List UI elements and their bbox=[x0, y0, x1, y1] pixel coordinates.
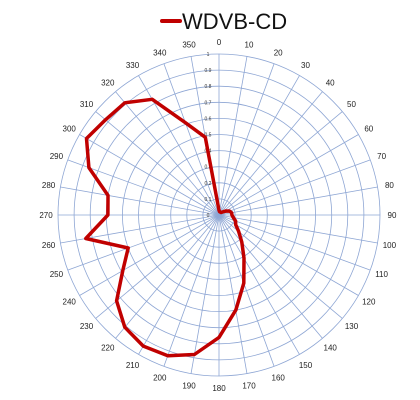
grid-spoke bbox=[218, 214, 300, 355]
angle-label: 340 bbox=[153, 48, 167, 57]
grid-spoke bbox=[115, 214, 220, 339]
angle-label: 110 bbox=[375, 270, 388, 279]
grid-spoke bbox=[115, 91, 220, 216]
series-line-wdvb-cd bbox=[84, 97, 246, 358]
angle-label: 260 bbox=[42, 241, 56, 250]
angle-label: 220 bbox=[101, 344, 115, 353]
ring-tick-label: 0.1 bbox=[205, 197, 212, 203]
angle-label: 130 bbox=[345, 322, 359, 331]
angle-label: 160 bbox=[272, 374, 286, 383]
grid-spoke bbox=[218, 56, 248, 216]
grid-spoke bbox=[95, 111, 220, 216]
angle-label: 280 bbox=[42, 181, 56, 190]
angle-label: 330 bbox=[126, 61, 140, 70]
series-layer bbox=[84, 97, 246, 358]
ring-tick-label: 0.3 bbox=[205, 165, 212, 171]
grid-spoke bbox=[79, 134, 220, 216]
angle-label: 290 bbox=[50, 152, 64, 161]
grid-spoke bbox=[218, 214, 371, 271]
grid-spoke bbox=[163, 214, 220, 367]
angle-label: 60 bbox=[364, 125, 373, 134]
ring-tick-label: 0 bbox=[207, 213, 210, 219]
angle-label: 230 bbox=[80, 322, 94, 331]
grid-spoke bbox=[218, 134, 359, 216]
angle-label: 190 bbox=[182, 381, 196, 390]
ring-tick-label: 0.5 bbox=[205, 133, 212, 139]
grid-spoke bbox=[79, 214, 220, 296]
angle-label: 0 bbox=[217, 38, 222, 47]
ring-tick-label: 0.7 bbox=[205, 100, 212, 106]
angle-label: 200 bbox=[153, 374, 167, 383]
grid-spoke bbox=[218, 214, 275, 367]
angle-label: 250 bbox=[50, 270, 64, 279]
angle-label: 270 bbox=[39, 211, 53, 220]
angle-label: 210 bbox=[126, 361, 140, 370]
angle-labels: 0 102030405060708090100110120130140150160… bbox=[39, 38, 397, 393]
angle-label: 240 bbox=[63, 298, 77, 307]
ring-tick-label: 1 bbox=[207, 52, 210, 58]
ring-tick-label: 0.8 bbox=[205, 84, 212, 90]
legend: WDVB-CD bbox=[160, 9, 287, 34]
grid-spoke bbox=[67, 214, 220, 271]
polar-grid bbox=[57, 53, 381, 377]
angle-label: 90 bbox=[388, 211, 397, 220]
grid-spoke bbox=[138, 214, 220, 355]
angle-label: 150 bbox=[299, 361, 313, 370]
grid-spoke bbox=[67, 159, 220, 216]
angle-label: 40 bbox=[326, 79, 335, 88]
angle-label: 30 bbox=[301, 61, 310, 70]
grid-spoke bbox=[218, 111, 343, 216]
angle-label: 170 bbox=[242, 381, 256, 390]
angle-label: 10 bbox=[245, 41, 254, 50]
angle-label: 20 bbox=[274, 48, 283, 57]
grid-spoke bbox=[218, 214, 378, 244]
angle-label: 80 bbox=[385, 181, 394, 190]
grid-spoke bbox=[218, 186, 378, 216]
grid-spoke bbox=[218, 214, 323, 339]
ring-tick-label: 0.2 bbox=[205, 181, 212, 187]
grid-spoke bbox=[218, 63, 275, 216]
angle-label: 70 bbox=[377, 152, 386, 161]
angle-label: 50 bbox=[347, 100, 356, 109]
angle-label: 300 bbox=[63, 125, 77, 134]
legend-label: WDVB-CD bbox=[182, 9, 287, 34]
ring-tick-label: 0.9 bbox=[205, 68, 212, 74]
angle-label: 310 bbox=[80, 100, 94, 109]
grid-spoke bbox=[190, 214, 220, 374]
grid-spoke bbox=[218, 91, 323, 216]
grid-spoke bbox=[60, 186, 220, 216]
angle-label: 100 bbox=[383, 241, 397, 250]
angle-label: 350 bbox=[182, 41, 196, 50]
grid-spoke bbox=[218, 75, 300, 216]
angle-label: 180 bbox=[212, 384, 226, 393]
ring-tick-label: 0.6 bbox=[205, 116, 212, 122]
angle-label: 320 bbox=[101, 79, 115, 88]
grid-spoke bbox=[218, 214, 248, 374]
grid-spoke bbox=[218, 214, 359, 296]
angle-label: 120 bbox=[362, 298, 376, 307]
grid-spoke bbox=[163, 63, 220, 216]
grid-spoke bbox=[218, 159, 371, 216]
angle-label: 140 bbox=[324, 344, 338, 353]
